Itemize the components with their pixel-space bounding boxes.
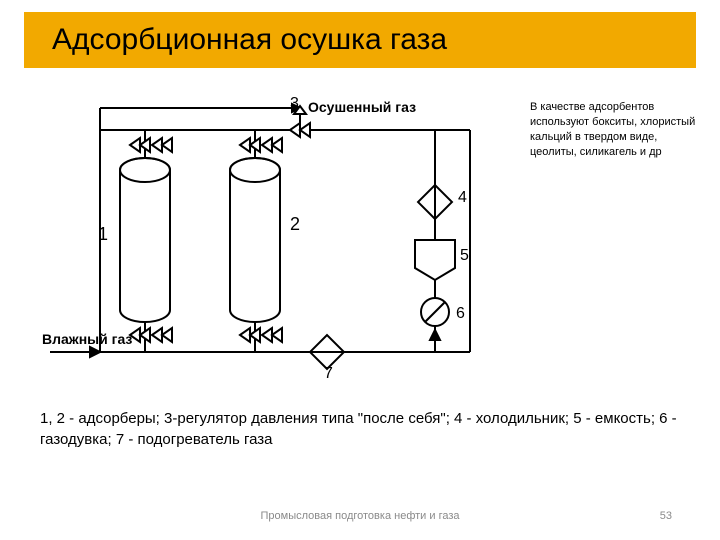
- footer-text: Промысловая подготовка нефти и газа: [261, 510, 460, 522]
- label-1: 1: [98, 224, 108, 244]
- page-number: 53: [660, 510, 672, 522]
- label-5: 5: [460, 247, 469, 264]
- label-3: 3: [290, 95, 299, 112]
- label-wet-gas: Влажный газ: [42, 331, 132, 347]
- label-dried-gas: Осушенный газ: [308, 99, 416, 115]
- slide-title: Адсорбционная осушка газа: [52, 23, 447, 57]
- process-diagram: Осушенный газ Влажный газ 1 2 3 4 5 6 7: [40, 90, 510, 390]
- label-6: 6: [456, 305, 465, 322]
- title-bar: Адсорбционная осушка газа: [24, 12, 696, 68]
- adsorbents-description: В качестве адсорбентов используют боксит…: [530, 100, 700, 159]
- label-7: 7: [324, 365, 333, 382]
- footer-caption: Промысловая подготовка нефти и газа: [0, 510, 720, 522]
- label-2: 2: [290, 214, 300, 234]
- diagram-legend: 1, 2 - адсорберы; 3-регулятор давления т…: [40, 408, 680, 450]
- label-4: 4: [458, 189, 467, 206]
